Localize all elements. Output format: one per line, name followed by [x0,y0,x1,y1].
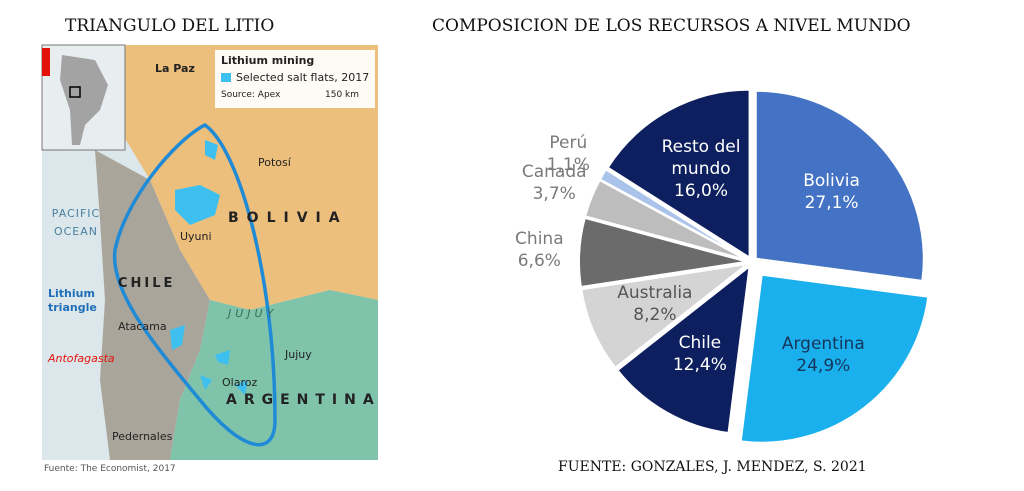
slice-name: Bolivia [803,171,860,192]
slice-value: 3,7% [532,183,576,204]
pie-slice [606,88,751,260]
place: JUJUY [228,307,278,320]
place: Lithium triangle [48,287,97,314]
place: Uyuni [180,230,212,243]
place: BOLIVIA [228,210,348,226]
pie-slice [580,262,752,370]
chart-title: COMPOSICION DE LOS RECURSOS A NIVEL MUND… [432,16,911,36]
slice-name: China [515,228,564,249]
legend-title: Lithium mining [221,54,315,67]
place: Pedernales [112,430,173,443]
place: Atacama [118,320,167,333]
slice-name: Argentina [781,333,865,354]
footer: FUENTE: GONZALES, J. MENDEZ, S. 2021 [558,459,867,475]
slice-name: Chile [678,333,722,354]
slice-value: 16,0% [674,181,729,202]
slice-name: Australia [617,283,693,304]
legend-scale: 150 km [325,90,360,100]
slice-label: Argentina 24,9% [768,333,878,377]
slice-label: Perú 1,1% [513,132,623,176]
pie-slice [739,273,930,444]
pie-slice [616,264,751,435]
pie-slice [754,89,925,282]
place: Jujuy [285,348,312,361]
left-title: TRIANGULO DEL LITIO [65,16,275,36]
map [41,44,378,460]
pie-slice [578,216,748,289]
place: CHILE [118,276,176,291]
place: Olaroz [222,376,258,389]
slice-name: Canadá [521,161,587,182]
slice-value: 12,4% [672,355,727,376]
slice-label: Canadá 3,7% [499,161,609,205]
slice-value: 27,1% [804,193,859,214]
pie [578,88,930,444]
pie-slice [598,168,749,261]
place: Antofagasta [48,352,115,365]
place: La Paz [155,62,195,75]
map-credit: Fuente: The Economist, 2017 [44,464,176,474]
slice-label: Australia 8,2% [600,282,710,326]
slice-label: Bolivia 27,1% [777,170,887,214]
slice-name: Perú [549,133,588,154]
place: ARGENTINA [226,392,381,408]
slice-value: 1,1% [546,155,590,176]
slice-value: 6,6% [517,250,561,271]
place: PACIFIC OCEAN [51,207,101,238]
place: Potosí [258,156,291,169]
slice-label: China 6,6% [484,228,594,272]
slice-value: 8,2% [633,305,677,326]
slice-label: Resto del mundo 16,0% [646,136,756,202]
slice-value: 24,9% [796,355,851,376]
slice-label: Chile 12,4% [645,332,755,376]
legend-source: Source: Apex [221,90,281,100]
slice-name: Resto del mundo [661,137,741,180]
legend-item: Selected salt flats, 2017 [236,71,370,84]
